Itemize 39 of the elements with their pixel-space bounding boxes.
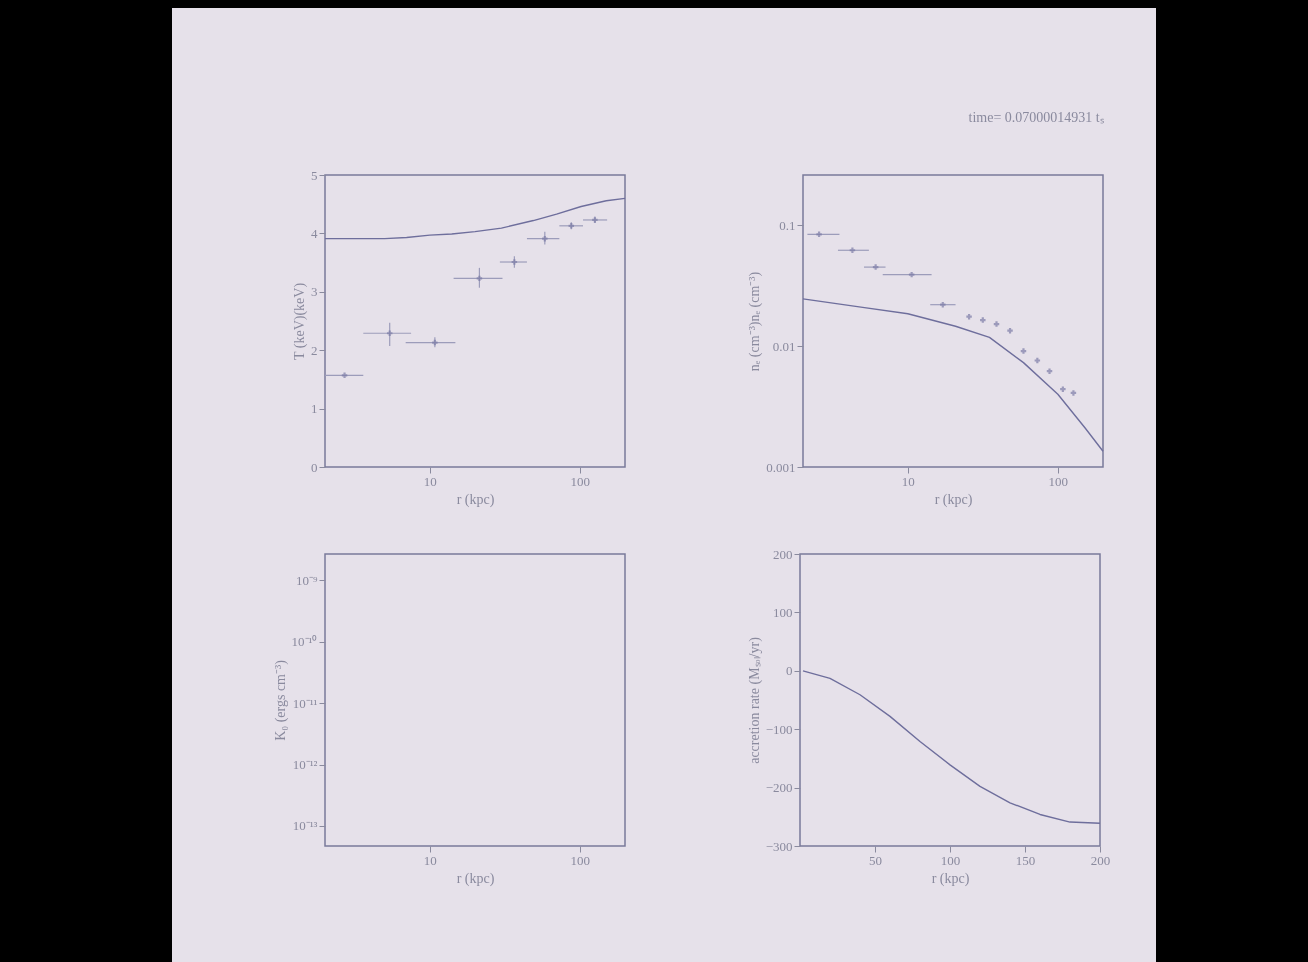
y-tick-label: 0 [786,663,793,679]
y-tick-label: 0 [311,459,318,475]
y-tick-label: 5 [311,167,318,183]
y-tick-label: 10⁻⁹ [295,572,318,588]
y-tick-label: 0.01 [772,338,796,354]
y-axis-title: accretion rate (Mₛₒₗ/yr) [746,636,763,764]
x-tick-label: 10 [423,473,437,489]
x-tick-label: 10 [423,852,437,868]
x-tick-label: 150 [1015,852,1036,868]
y-tick-label: 2 [311,342,318,358]
y-tick-label: 10⁻¹¹ [292,695,318,711]
x-axis-title: r (kpc) [931,870,970,887]
chart-title: time= 0.07000014931 tₛ [968,110,1104,125]
y-tick-label: 3 [311,284,318,300]
y-tick-label: 10⁻¹² [292,757,318,773]
y-tick-label: 1 [311,401,318,417]
x-tick-label: 10 [901,473,915,489]
y-tick-label: −200 [765,780,793,796]
x-tick-label: 100 [1048,473,1069,489]
y-tick-label: 4 [311,225,318,241]
x-tick-label: 200 [1090,852,1111,868]
x-tick-label: 100 [570,852,591,868]
y-tick-label: 10⁻¹³ [292,818,318,834]
x-axis-title: r (kpc) [456,870,495,887]
x-axis-title: r (kpc) [934,491,973,508]
x-tick-label: 50 [869,852,882,868]
y-axis-title: T (keV)(keV) [292,282,308,361]
y-tick-label: 100 [773,604,793,620]
x-axis-title: r (kpc) [456,491,495,508]
y-axis-title: nₑ (cm⁻³)nₑ (cm⁻³) [747,271,764,372]
y-axis-title: K₀ (ergs cm⁻³) [272,659,289,741]
y-tick-label: 200 [773,546,793,562]
y-tick-label: −100 [765,721,793,737]
x-tick-label: 100 [940,852,961,868]
y-tick-label: −300 [765,838,793,854]
y-tick-label: 10⁻¹⁰ [291,634,318,650]
y-tick-label: 0.1 [779,217,796,233]
x-tick-label: 100 [570,473,591,489]
y-tick-label: 0.001 [766,459,796,475]
